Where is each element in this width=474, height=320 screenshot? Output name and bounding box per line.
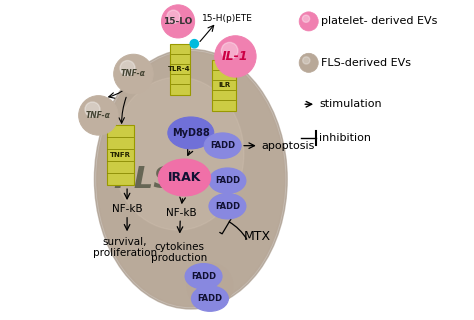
Text: TNFR: TNFR: [109, 152, 130, 158]
Text: apoptosis: apoptosis: [261, 141, 314, 151]
Circle shape: [221, 42, 238, 59]
Text: FADD: FADD: [191, 272, 216, 281]
Bar: [107, 125, 134, 186]
Ellipse shape: [191, 286, 228, 311]
Text: MTX: MTX: [244, 230, 271, 243]
Bar: [212, 60, 236, 111]
Text: NF-kB: NF-kB: [112, 204, 142, 214]
Ellipse shape: [209, 194, 246, 219]
Text: FADD: FADD: [215, 202, 240, 211]
Circle shape: [187, 263, 233, 309]
Text: FADD: FADD: [215, 176, 240, 185]
Circle shape: [302, 15, 310, 22]
Text: stimulation: stimulation: [319, 99, 382, 109]
Text: TNF-α: TNF-α: [86, 111, 111, 120]
Circle shape: [162, 5, 195, 38]
Text: survival,
proliferation: survival, proliferation: [93, 237, 157, 259]
Ellipse shape: [209, 168, 246, 194]
Ellipse shape: [168, 117, 214, 149]
Text: 15-H(p)ETE: 15-H(p)ETE: [202, 14, 253, 23]
Text: TLR-4: TLR-4: [168, 66, 191, 72]
Text: MyD88: MyD88: [172, 128, 210, 138]
Text: platelet- derived EVs: platelet- derived EVs: [321, 16, 438, 27]
Ellipse shape: [112, 77, 244, 230]
Circle shape: [215, 36, 256, 77]
Text: IRAK: IRAK: [168, 171, 201, 184]
Text: NF-kB: NF-kB: [166, 208, 197, 218]
Circle shape: [114, 54, 153, 94]
Ellipse shape: [204, 133, 241, 158]
Text: cytokines
production: cytokines production: [151, 242, 207, 263]
Text: FLS-derived EVs: FLS-derived EVs: [321, 58, 411, 68]
Ellipse shape: [185, 264, 222, 289]
Circle shape: [190, 40, 199, 48]
Bar: [170, 44, 190, 95]
Text: FADD: FADD: [197, 294, 222, 303]
Text: IL-1: IL-1: [222, 50, 249, 63]
Circle shape: [167, 10, 180, 23]
Circle shape: [79, 96, 118, 135]
Text: 15-LO: 15-LO: [164, 17, 193, 26]
Text: FLS: FLS: [113, 164, 176, 194]
Text: inhibition: inhibition: [319, 133, 371, 143]
Circle shape: [195, 271, 213, 289]
Text: TNF-α: TNF-α: [121, 69, 146, 78]
Circle shape: [299, 12, 318, 31]
Circle shape: [303, 57, 310, 64]
Circle shape: [120, 60, 135, 76]
Text: FADD: FADD: [210, 141, 235, 150]
Ellipse shape: [94, 49, 287, 309]
Text: ILR: ILR: [218, 82, 230, 88]
Ellipse shape: [158, 159, 210, 196]
Circle shape: [299, 53, 318, 72]
Ellipse shape: [97, 52, 285, 307]
Circle shape: [85, 102, 100, 117]
